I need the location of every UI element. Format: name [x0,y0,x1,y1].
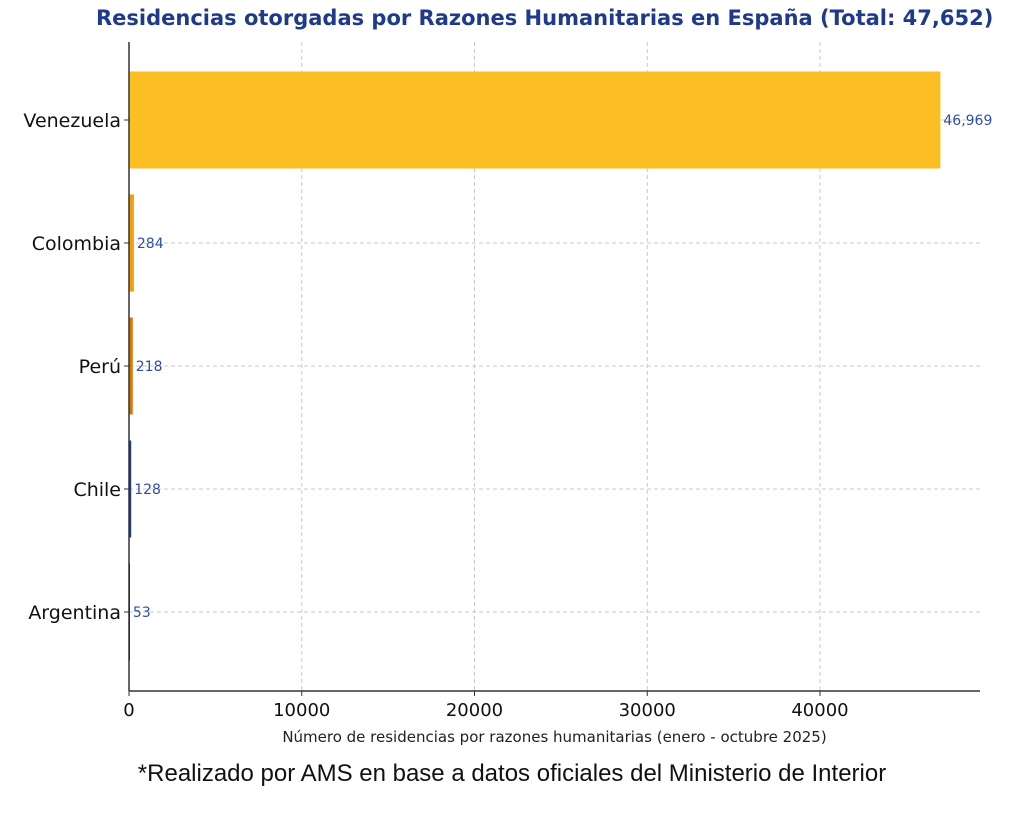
value-label: 218 [136,359,163,375]
chart-title: Residencias otorgadas por Razones Humani… [96,6,994,30]
value-label: 53 [133,605,151,621]
category-label: Perú [79,356,121,378]
value-label: 46,969 [943,113,992,129]
x-tick-label: 10000 [273,700,330,721]
bar-perú [129,317,133,415]
value-label: 128 [134,482,161,498]
category-label: Argentina [28,602,121,624]
bar-venezuela [129,71,941,169]
x-tick-label: 40000 [791,700,848,721]
value-label: 284 [137,236,164,252]
bar-chile [129,440,132,538]
category-label: Chile [73,479,121,501]
x-tick-label: 0 [123,700,134,721]
bar-chart: 46,969 Venezuela 284 Colombia 218 Perú 128 Chil… [23,42,992,746]
x-tick-label: 20000 [446,700,503,721]
category-label: Colombia [32,233,121,255]
category-label: Venezuela [23,110,121,132]
bar-colombia [129,194,134,292]
x-axis-label: Número de residencias por razones humani… [282,728,826,746]
source-footnote: *Realizado por AMS en base a datos ofici… [137,760,887,787]
x-tick-label: 30000 [619,700,676,721]
